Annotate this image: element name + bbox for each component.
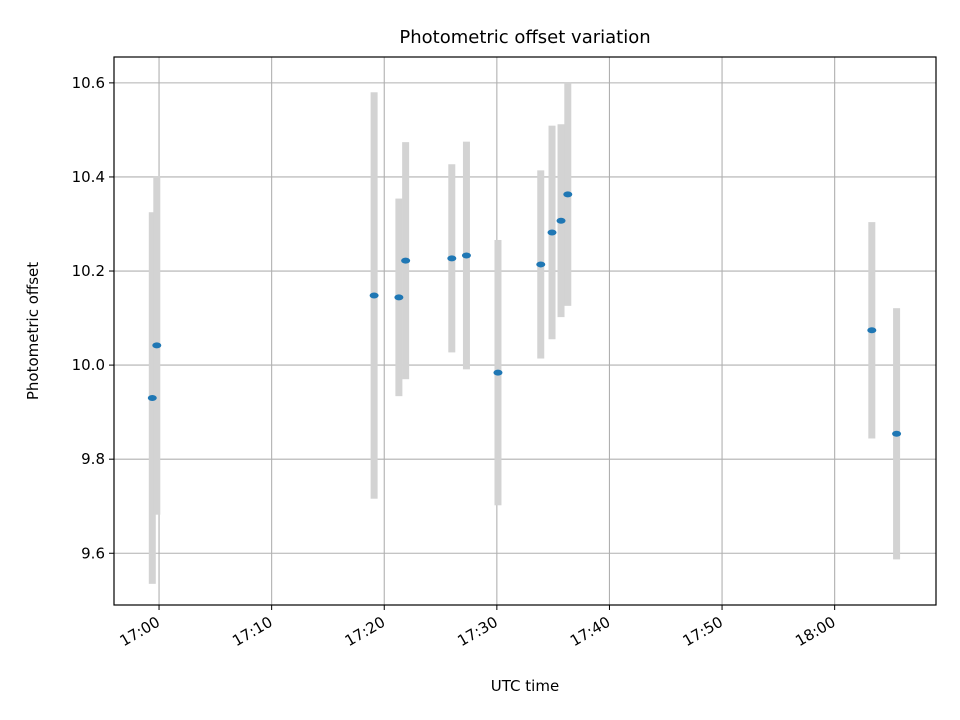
x-tick-label: 17:40 <box>567 613 613 650</box>
error-bars <box>148 82 901 584</box>
x-axis-title: UTC time <box>491 677 559 695</box>
x-tick-label: 17:20 <box>342 613 388 650</box>
x-tick-label: 17:10 <box>229 613 275 650</box>
x-tick-label: 17:30 <box>454 613 500 650</box>
data-point <box>461 252 471 259</box>
x-tick-label: 18:00 <box>792 613 838 650</box>
y-axis: 9.6 9.8 10.0 10.2 10.4 10.6 <box>72 74 114 562</box>
data-point <box>547 229 557 236</box>
data-point <box>152 342 162 349</box>
data-point <box>556 217 566 224</box>
data-point <box>536 261 546 268</box>
y-tick-label: 10.0 <box>72 356 105 374</box>
x-tick-label: 17:50 <box>680 613 726 650</box>
grid <box>114 57 936 605</box>
data-point <box>867 327 877 334</box>
y-axis-title: Photometric offset <box>24 262 42 400</box>
data-point <box>369 292 379 299</box>
data-point <box>493 369 503 376</box>
data-point <box>401 257 411 264</box>
data-point <box>892 430 902 437</box>
y-tick-label: 10.2 <box>72 262 105 280</box>
x-tick-label: 17:00 <box>117 613 163 650</box>
data-markers <box>147 191 902 437</box>
data-point <box>147 395 157 402</box>
x-axis: 17:00 17:10 17:20 17:30 17:40 17:50 18:00 <box>117 605 839 650</box>
chart-title: Photometric offset variation <box>399 27 650 48</box>
y-tick-label: 9.8 <box>81 450 105 468</box>
data-point <box>447 255 457 262</box>
data-point <box>394 294 404 301</box>
y-tick-label: 9.6 <box>81 544 105 562</box>
data-point <box>563 191 573 198</box>
y-tick-label: 10.6 <box>72 74 105 92</box>
plot-frame <box>113 56 937 606</box>
y-tick-label: 10.4 <box>72 168 105 186</box>
